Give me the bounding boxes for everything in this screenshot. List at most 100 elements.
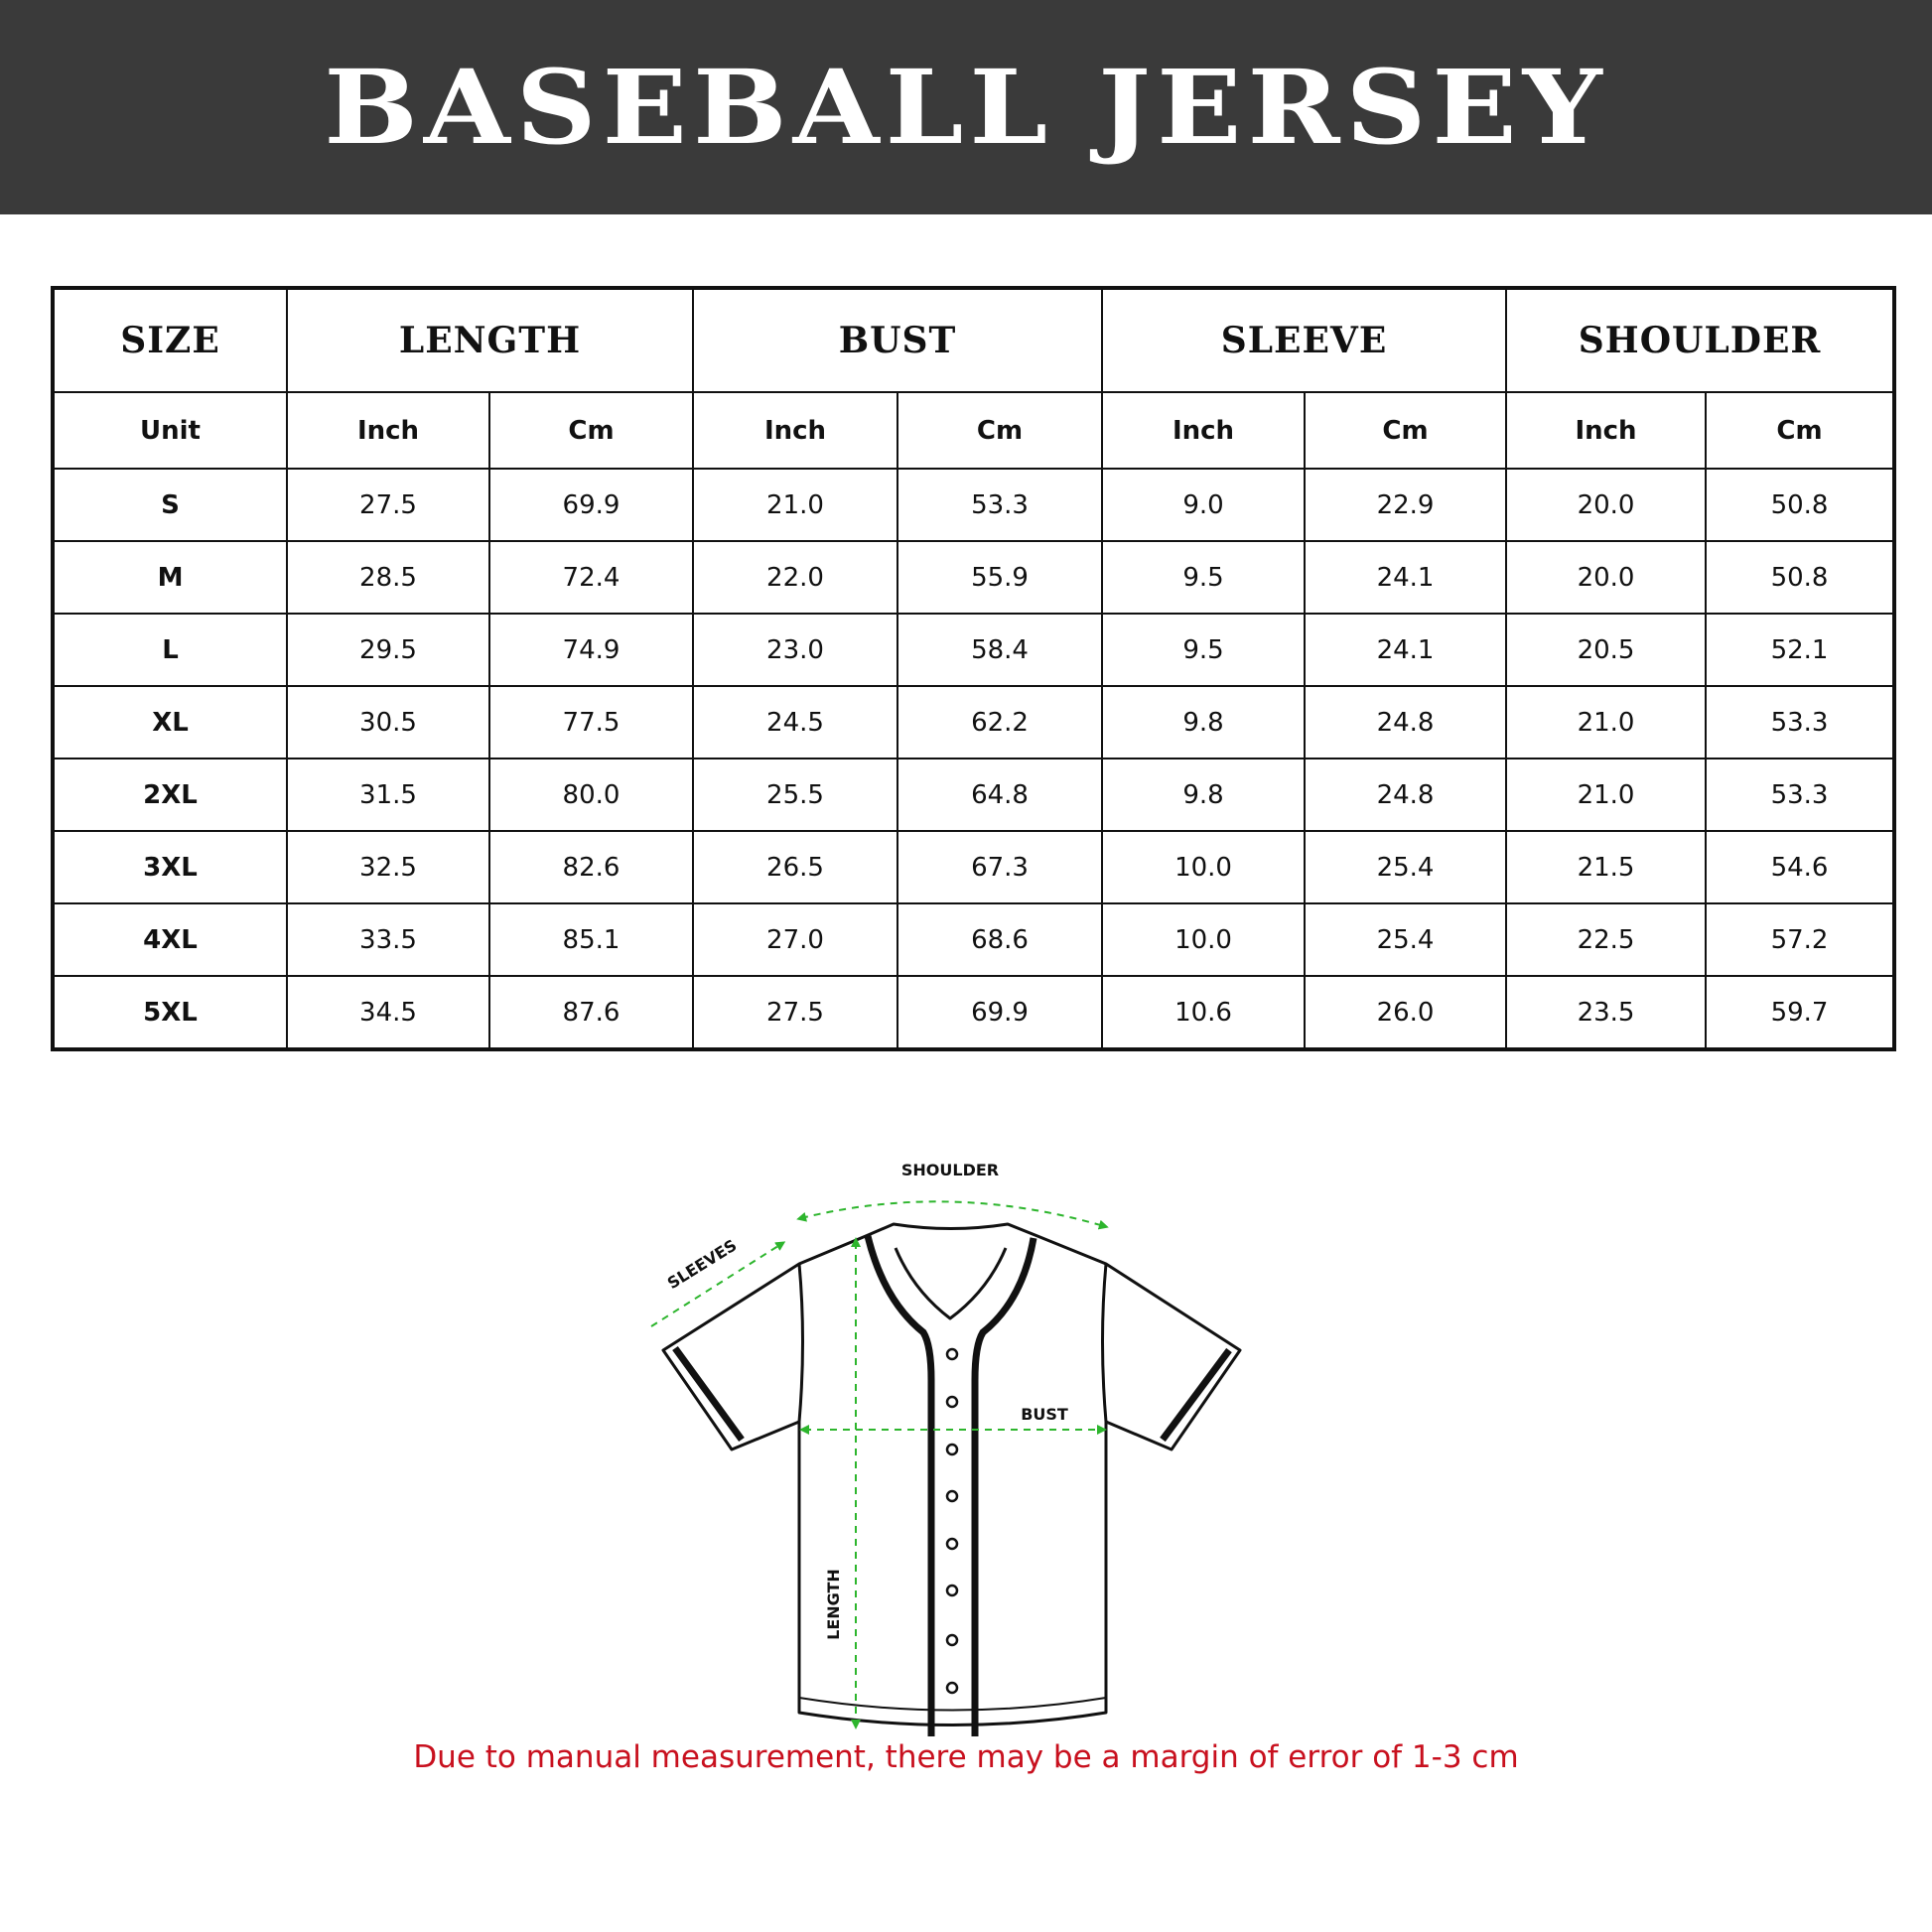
value-cell: 67.3: [896, 830, 1104, 904]
table-row: XL 30.5 77.5 24.5 62.2 9.8 24.8 21.0 53.3: [52, 685, 1896, 759]
value-cell: 20.0: [1505, 468, 1708, 542]
unit-cell: Inch: [1101, 391, 1307, 470]
value-cell: 62.2: [896, 685, 1104, 759]
header-length: LENGTH: [286, 287, 694, 393]
value-cell: 26.0: [1304, 975, 1508, 1050]
value-cell: 82.6: [488, 830, 694, 904]
value-cell: 31.5: [286, 758, 490, 832]
value-cell: 57.2: [1705, 902, 1896, 977]
value-cell: 53.3: [896, 468, 1104, 542]
unit-cell: Inch: [692, 391, 898, 470]
value-cell: 53.3: [1705, 685, 1896, 759]
value-cell: 69.9: [488, 468, 694, 542]
size-cell: 3XL: [52, 830, 288, 904]
table-row: M 28.5 72.4 22.0 55.9 9.5 24.1 20.0 50.8: [52, 540, 1896, 615]
shoulder-label: SHOULDER: [901, 1161, 999, 1179]
value-cell: 26.5: [692, 830, 898, 904]
size-cell: 5XL: [52, 975, 288, 1050]
value-cell: 85.1: [488, 902, 694, 977]
jersey-outline: [661, 1222, 1242, 1726]
value-cell: 55.9: [896, 540, 1104, 615]
sleeves-label: SLEEVES: [664, 1236, 741, 1294]
value-cell: 9.5: [1101, 613, 1307, 687]
value-cell: 21.0: [692, 468, 898, 542]
buttons: [945, 1347, 959, 1695]
value-cell: 77.5: [488, 685, 694, 759]
value-cell: 10.0: [1101, 830, 1307, 904]
shoulder-measure-line: [796, 1200, 1109, 1230]
value-cell: 59.7: [1705, 975, 1896, 1050]
value-cell: 87.6: [488, 975, 694, 1050]
table-row: 4XL 33.5 85.1 27.0 68.6 10.0 25.4 22.5 57.2: [52, 902, 1896, 977]
value-cell: 22.9: [1304, 468, 1508, 542]
size-cell: L: [52, 613, 288, 687]
value-cell: 30.5: [286, 685, 490, 759]
value-cell: 24.8: [1304, 758, 1508, 832]
size-chart-table: SIZE LENGTH BUST SLEEVE SHOULDER Unit In…: [51, 286, 1897, 1051]
value-cell: 27.5: [286, 468, 490, 542]
value-cell: 25.5: [692, 758, 898, 832]
header-size: SIZE: [52, 287, 288, 393]
size-cell: 4XL: [52, 902, 288, 977]
value-cell: 52.1: [1705, 613, 1896, 687]
value-cell: 74.9: [488, 613, 694, 687]
value-cell: 34.5: [286, 975, 490, 1050]
bust-label: BUST: [1021, 1405, 1068, 1424]
value-cell: 50.8: [1705, 468, 1896, 542]
page-title: BASEBALL JERSEY: [324, 47, 1608, 168]
value-cell: 21.5: [1505, 830, 1708, 904]
value-cell: 58.4: [896, 613, 1104, 687]
table-row: 2XL 31.5 80.0 25.5 64.8 9.8 24.8 21.0 53.3: [52, 758, 1896, 832]
table-row: 3XL 32.5 82.6 26.5 67.3 10.0 25.4 21.5 54.6: [52, 830, 1896, 904]
value-cell: 68.6: [896, 902, 1104, 977]
unit-cell: Cm: [1304, 391, 1508, 470]
length-label: LENGTH: [824, 1569, 843, 1640]
value-cell: 27.5: [692, 975, 898, 1050]
header-bust: BUST: [691, 287, 1104, 393]
value-cell: 21.0: [1505, 758, 1708, 832]
unit-cell: Unit: [52, 391, 288, 470]
value-cell: 25.4: [1304, 902, 1508, 977]
value-cell: 27.0: [692, 902, 898, 977]
group-header-row: SIZE LENGTH BUST SLEEVE SHOULDER: [52, 287, 1896, 393]
unit-cell: Inch: [286, 391, 490, 470]
size-cell: M: [52, 540, 288, 615]
value-cell: 24.1: [1304, 613, 1508, 687]
value-cell: 22.5: [1505, 902, 1708, 977]
value-cell: 29.5: [286, 613, 490, 687]
value-cell: 9.8: [1101, 685, 1307, 759]
value-cell: 50.8: [1705, 540, 1896, 615]
value-cell: 64.8: [896, 758, 1104, 832]
value-cell: 10.6: [1101, 975, 1307, 1050]
value-cell: 21.0: [1505, 685, 1708, 759]
value-cell: 32.5: [286, 830, 490, 904]
unit-cell: Cm: [1705, 391, 1896, 470]
table-row: L 29.5 74.9 23.0 58.4 9.5 24.1 20.5 52.1: [52, 613, 1896, 687]
value-cell: 23.0: [692, 613, 898, 687]
title-banner: BASEBALL JERSEY: [0, 0, 1932, 214]
value-cell: 24.8: [1304, 685, 1508, 759]
value-cell: 28.5: [286, 540, 490, 615]
measure-lines: [650, 1200, 1109, 1729]
size-cell: XL: [52, 685, 288, 759]
value-cell: 72.4: [488, 540, 694, 615]
value-cell: 9.8: [1101, 758, 1307, 832]
value-cell: 9.5: [1101, 540, 1307, 615]
value-cell: 25.4: [1304, 830, 1508, 904]
value-cell: 23.5: [1505, 975, 1708, 1050]
value-cell: 53.3: [1705, 758, 1896, 832]
unit-row: Unit Inch Cm Inch Cm Inch Cm Inch Cm: [52, 391, 1896, 470]
value-cell: 69.9: [896, 975, 1104, 1050]
unit-cell: Inch: [1505, 391, 1708, 470]
value-cell: 54.6: [1705, 830, 1896, 904]
unit-cell: Cm: [488, 391, 694, 470]
value-cell: 33.5: [286, 902, 490, 977]
unit-cell: Cm: [896, 391, 1104, 470]
value-cell: 20.5: [1505, 613, 1708, 687]
header-shoulder: SHOULDER: [1505, 287, 1896, 393]
measurement-disclaimer: Due to manual measurement, there may be …: [413, 1739, 1519, 1775]
value-cell: 24.5: [692, 685, 898, 759]
value-cell: 20.0: [1505, 540, 1708, 615]
size-cell: S: [52, 468, 288, 542]
jersey-measurement-diagram: SHOULDER SLEEVES BUST LENGTH: [650, 1161, 1242, 1736]
